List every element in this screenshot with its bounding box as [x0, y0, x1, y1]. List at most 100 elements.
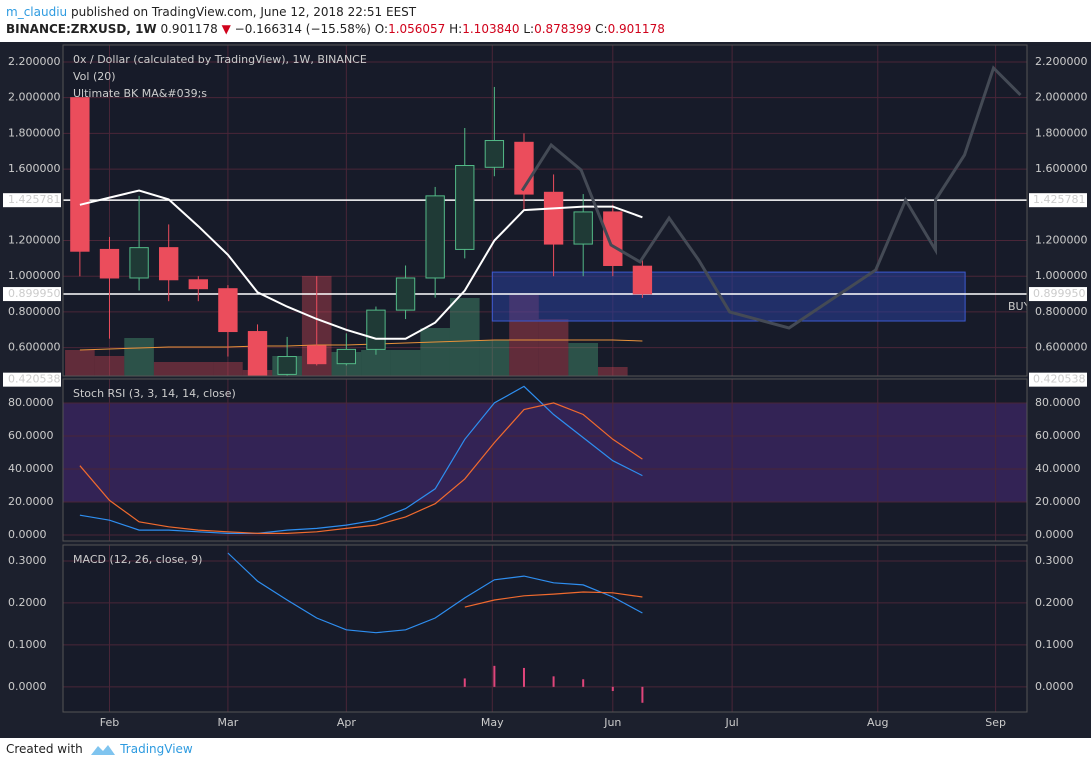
level-label: 1.425781: [8, 193, 61, 206]
level-label-right: 0.899950: [1033, 287, 1086, 300]
candle-body: [188, 279, 208, 290]
y-tick-label-right: 1.600000: [1035, 162, 1088, 175]
x-tick-label: Mar: [218, 716, 239, 729]
candle-body: [455, 165, 475, 250]
y-tick-label-right: 1.800000: [1035, 126, 1088, 139]
histogram-bar: [463, 678, 466, 687]
candle-body: [425, 195, 445, 279]
histogram-bar: [641, 686, 644, 703]
panel-group: BUY: [63, 45, 1031, 376]
band: [63, 402, 1027, 503]
volume-bar: [597, 367, 628, 376]
y-tick-label-right: 0.600000: [1035, 341, 1088, 354]
y-tick-label-left: 0.0000: [8, 680, 47, 693]
candle-body: [543, 191, 564, 245]
volume-bar: [183, 362, 214, 376]
candle-body: [218, 288, 238, 333]
x-tick-label: Apr: [337, 716, 357, 729]
y-tick-label-right: 0.3000: [1035, 554, 1074, 567]
footer: Created with TradingView: [6, 742, 193, 757]
o-label: O:: [374, 22, 389, 36]
candle-body: [484, 140, 505, 168]
y-tick-label-left: 1.800000: [8, 126, 61, 139]
volume-bar: [479, 340, 510, 376]
y-tick-label-left: 0.600000: [8, 341, 61, 354]
line: [79, 189, 643, 340]
y-tick-label-right: 20.0000: [1035, 495, 1081, 508]
candle-body: [336, 348, 357, 365]
level-box-right: [1029, 372, 1087, 387]
x-tick-label: Aug: [867, 716, 888, 729]
y-tick-label-left: 1.600000: [8, 162, 61, 175]
y-tick-label-left: 0.0000: [8, 528, 47, 541]
zone: [491, 271, 966, 322]
brand[interactable]: TradingView: [120, 742, 193, 756]
volume-bar: [568, 343, 598, 376]
y-tick-label-right: 0.800000: [1035, 305, 1088, 318]
panel-group: [63, 379, 1027, 541]
histogram-bar: [493, 665, 496, 687]
candle-body: [632, 265, 653, 295]
x-tick-label: Jun: [603, 716, 621, 729]
y-tick-label-left: 80.0000: [8, 396, 54, 409]
candle-body: [70, 97, 90, 252]
histogram-bar: [522, 667, 525, 687]
volume-bar: [390, 350, 421, 376]
line: [520, 65, 1022, 330]
volume-ma: [79, 339, 643, 351]
volume-bar: [94, 356, 125, 376]
volume-bar: [538, 319, 569, 376]
zone-label: BUY: [1008, 300, 1031, 313]
candle-body: [573, 211, 593, 245]
c: 0.901178: [607, 22, 665, 36]
volume-bar: [153, 362, 184, 376]
h: 1.103840: [462, 22, 520, 36]
y-tick-label-right: 40.0000: [1035, 462, 1081, 475]
user[interactable]: m_claudiu: [6, 5, 68, 19]
level-label: 0.899950: [8, 287, 61, 300]
symbol: BINANCE:ZRXUSD, 1W: [6, 22, 157, 36]
y-tick-label-right: 2.200000: [1035, 55, 1088, 68]
y-tick-label-left: 20.0000: [8, 495, 54, 508]
panel-group: [63, 545, 1027, 712]
y-tick-label-right: 80.0000: [1035, 396, 1081, 409]
candle-body: [159, 247, 179, 281]
level-label-right: 1.425781: [1033, 193, 1086, 206]
x-tick-label: Feb: [100, 716, 119, 729]
candle-body: [99, 248, 120, 279]
y-tick-label-left: 0.800000: [8, 305, 61, 318]
o: 1.056057: [388, 22, 446, 36]
line: [464, 591, 643, 608]
y-tick-label-right: 2.000000: [1035, 91, 1088, 104]
candle-body: [366, 309, 386, 350]
y-tick-label-left: 0.3000: [8, 554, 47, 567]
y-tick-label-right: 0.0000: [1035, 528, 1074, 541]
l: 0.878399: [534, 22, 592, 36]
x-tick-label: May: [481, 716, 504, 729]
level-label: 0.420538: [8, 373, 61, 386]
volume-bar: [213, 362, 243, 376]
panel: [63, 545, 1027, 712]
y-tick-label-left: 1.000000: [8, 269, 61, 282]
x-tick-label: Jul: [724, 716, 738, 729]
header: m_claudiu published on TradingView.com, …: [6, 4, 665, 38]
y-tick-label-right: 60.0000: [1035, 429, 1081, 442]
y-tick-label-right: 0.0000: [1035, 680, 1074, 693]
h-label: H:: [449, 22, 463, 36]
y-tick-label-right: 1.200000: [1035, 233, 1088, 246]
change: −0.166314 (−15.58%): [234, 22, 371, 36]
volume-bar: [65, 350, 95, 376]
quote-line: BINANCE:ZRXUSD, 1W 0.901178 ▼ −0.166314 …: [6, 21, 665, 38]
y-tick-label-left: 40.0000: [8, 462, 54, 475]
logo: [91, 744, 116, 755]
panel-title: MACD (12, 26, close, 9): [73, 553, 202, 566]
panel-title: Stoch RSI (3, 3, 14, 14, close): [73, 387, 236, 400]
level-box: [3, 372, 61, 387]
c-label: C:: [595, 22, 608, 36]
level-box-right: [1029, 193, 1087, 208]
y-tick-label-left: 2.200000: [8, 55, 61, 68]
publish-line: m_claudiu published on TradingView.com, …: [6, 4, 665, 21]
l-label: L:: [523, 22, 535, 36]
volume-bar: [124, 338, 154, 376]
